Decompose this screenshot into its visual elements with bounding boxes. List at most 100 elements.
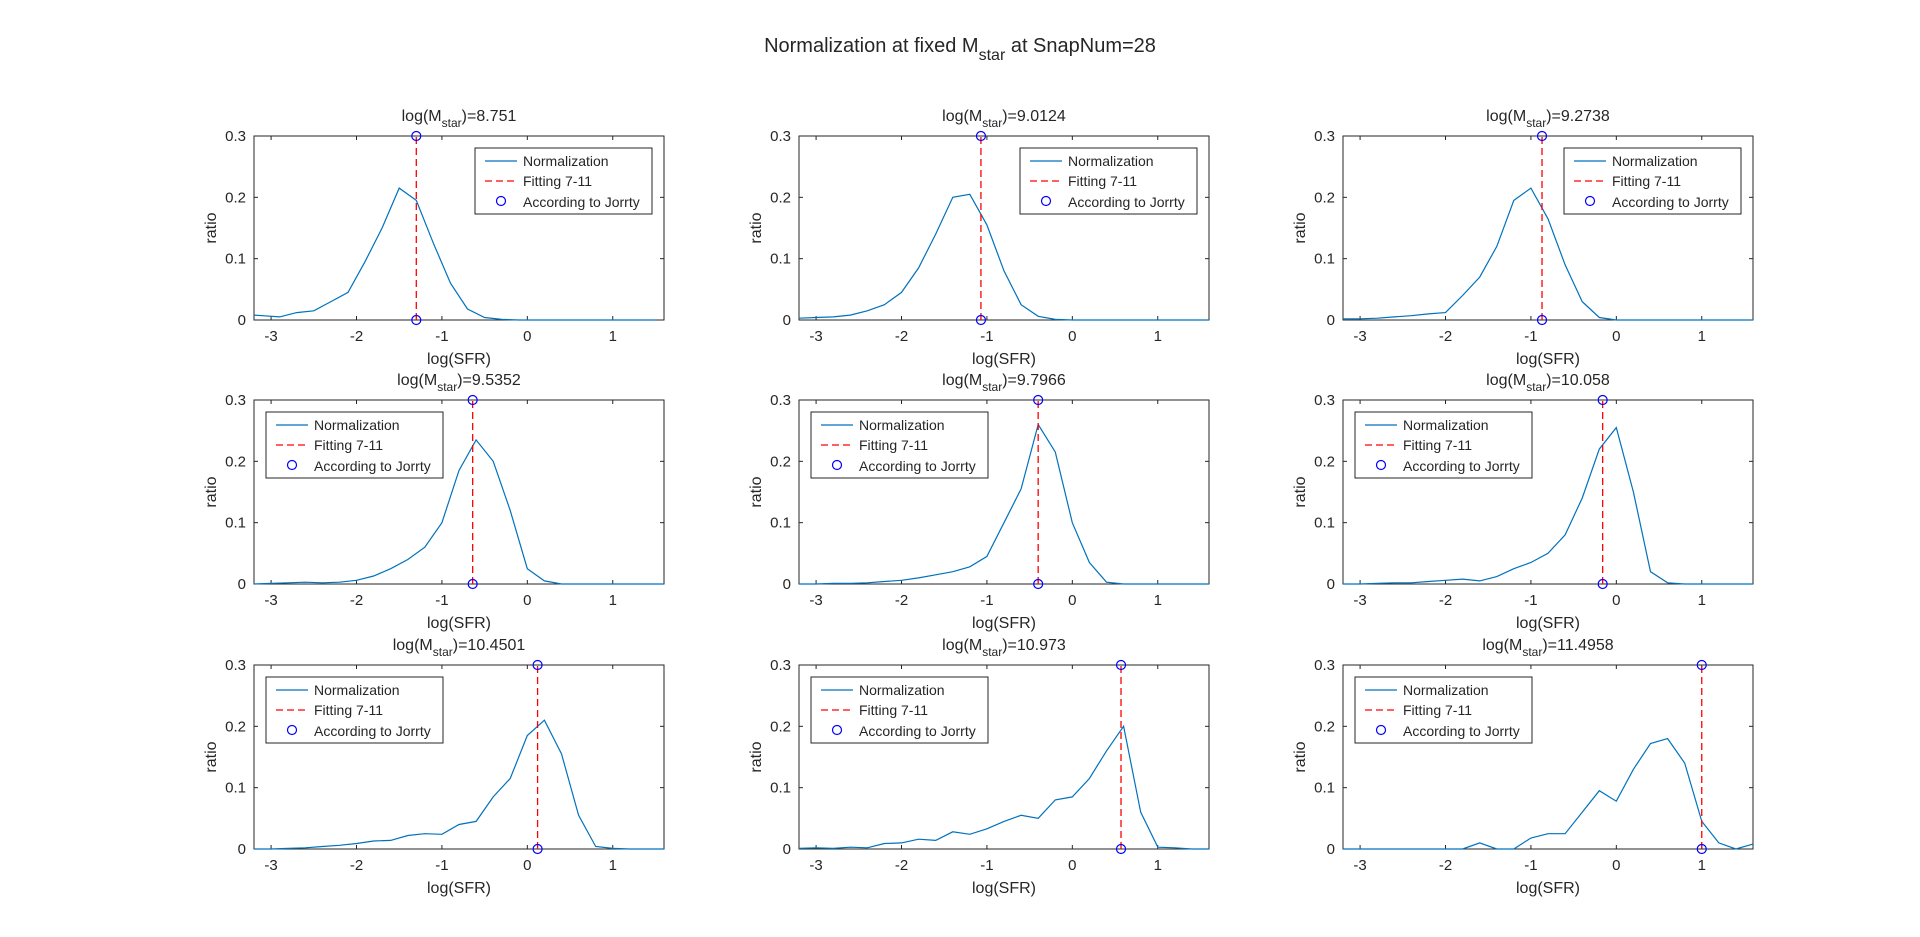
jorrty-marker [467,394,478,406]
x-tick-label: -2 [1439,592,1452,609]
x-tick-label: 1 [609,592,617,609]
y-tick-label: 0.3 [770,128,791,145]
normalization-line [1343,426,1753,585]
x-tick-label: 1 [609,328,617,345]
x-tick-label: 1 [1698,857,1706,874]
x-axis-label: log(SFR) [1516,351,1580,368]
subplot-title-prefix: log(M [1486,372,1526,389]
subplot-title-prefix: log(M [397,372,437,389]
legend-jorrty-swatch [1584,195,1596,207]
subplot-title-subscript: star [442,116,462,130]
jorrty-marker [1696,659,1707,671]
legend-label: Normalization [523,153,609,169]
subplot-9: -3 -2 -1 0 1 0 0.1 0.2 0.3 log(SFR) ratio log(Mstar… [1292,637,1754,897]
x-tick-label: 1 [1698,328,1706,345]
y-tick-label: 0.3 [1314,128,1335,145]
y-tick-label: 0.2 [1314,453,1335,470]
y-tick-label: 0 [1327,312,1335,329]
legend-label: According to Jorrty [1068,194,1185,210]
y-tick-label: 0.2 [225,453,246,470]
legend-label: Normalization [1403,417,1489,433]
legend: Normalization Fitting 7-11 According to Jo… [265,411,444,479]
y-tick-label: 0.2 [225,718,246,735]
legend-label: Fitting 7-11 [523,173,592,189]
subplot-title: log(Mstar)=9.7966 [942,372,1066,394]
jorrty-marker [1597,578,1608,590]
y-tick-label: 0.3 [1314,392,1335,409]
legend-label: According to Jorrty [523,194,640,210]
subplot-3: -3 -2 -1 0 1 0 0.1 0.2 0.3 log(SFR) ratio log(Mstar… [1292,108,1754,368]
y-axis-label: ratio [1292,741,1309,772]
subplot-title-subscript: star [982,645,1002,659]
legend-label: According to Jorrty [859,458,976,474]
legend-label: Fitting 7-11 [1612,173,1681,189]
subplot-title-subscript: star [433,645,453,659]
legend-label: According to Jorrty [1612,194,1729,210]
x-tick-label: -2 [895,592,908,609]
x-tick-label: 0 [1068,592,1076,609]
x-axis-label: log(SFR) [1516,615,1580,632]
legend: Normalization Fitting 7-11 According to Jo… [1019,147,1198,215]
y-tick-label: 0.3 [225,657,246,674]
y-tick-label: 0.3 [225,392,246,409]
y-tick-label: 0.2 [1314,718,1335,735]
y-tick-label: 0.2 [1314,189,1335,206]
x-tick-label: -1 [980,328,993,345]
subplot-title-prefix: log(M [942,372,982,389]
legend-box [810,411,989,479]
legend-label: Normalization [314,417,400,433]
legend-jorrty-swatch [495,195,507,207]
legend-label: According to Jorrty [859,723,976,739]
jorrty-marker [532,843,543,855]
y-tick-label: 0 [1327,841,1335,858]
figure-title: Normalization at fixed Mstar at SnapNum=… [764,35,1156,64]
legend-box [1354,411,1533,479]
legend-label: According to Jorrty [1403,723,1520,739]
x-tick-label: -1 [435,592,448,609]
legend-jorrty-swatch [831,724,843,736]
figure-title-tail: at SnapNum=28 [1005,35,1156,57]
subplot-title-value: )=10.058 [1546,372,1610,389]
jorrty-marker [1115,843,1127,855]
legend-label: According to Jorrty [1403,458,1520,474]
subplot-8: -3 -2 -1 0 1 0 0.1 0.2 0.3 log(SFR) ratio log(Mstar… [748,637,1210,897]
legend-label: Fitting 7-11 [859,702,928,718]
subplot-title-subscript: star [1526,116,1546,130]
subplot-title-prefix: log(M [1486,108,1526,125]
subplot-title: log(Mstar)=10.4501 [393,637,526,659]
subplot-title-value: )=11.4958 [1542,637,1613,654]
legend-label: Normalization [1403,682,1489,698]
x-tick-label: 1 [1154,857,1162,874]
legend-box [265,411,444,479]
y-tick-label: 0.1 [225,780,246,797]
y-tick-label: 0.1 [225,251,246,268]
subplot-title-prefix: log(M [942,108,982,125]
legend-label: Fitting 7-11 [859,437,928,453]
subplot-title-value: )=9.2738 [1546,108,1610,125]
normalization-line [799,423,1209,585]
x-tick-label: -3 [809,592,822,609]
normalization-line [253,438,664,585]
legend: Normalization Fitting 7-11 According to Jo… [1563,147,1742,215]
subplot-title-subscript: star [1526,380,1546,394]
subplot-6: -3 -2 -1 0 1 0 0.1 0.2 0.3 log(SFR) ratio log(Mstar… [1292,372,1754,632]
x-tick-label: 1 [1154,592,1162,609]
y-axis-label: ratio [748,741,765,772]
x-tick-label: 1 [1698,592,1706,609]
y-tick-label: 0 [783,312,791,329]
legend-box [265,676,444,744]
y-tick-label: 0.1 [225,515,246,532]
legend-jorrty-swatch [1375,459,1387,471]
y-tick-label: 0.1 [1314,780,1335,797]
x-tick-label: -1 [980,592,993,609]
y-tick-label: 0 [238,841,246,858]
y-tick-label: 0.2 [770,189,791,206]
x-tick-label: 0 [1068,328,1076,345]
subplot-title: log(Mstar)=10.058 [1486,372,1610,394]
subplot-grid: -3 -2 -1 0 100.10.20.3log(SFR)ratiolog(Mstar… [203,108,1754,897]
legend-box [810,676,989,744]
legend-box [1354,676,1533,744]
legend-label: Normalization [1612,153,1698,169]
legend-box [1019,147,1198,215]
jorrty-marker [975,314,987,326]
